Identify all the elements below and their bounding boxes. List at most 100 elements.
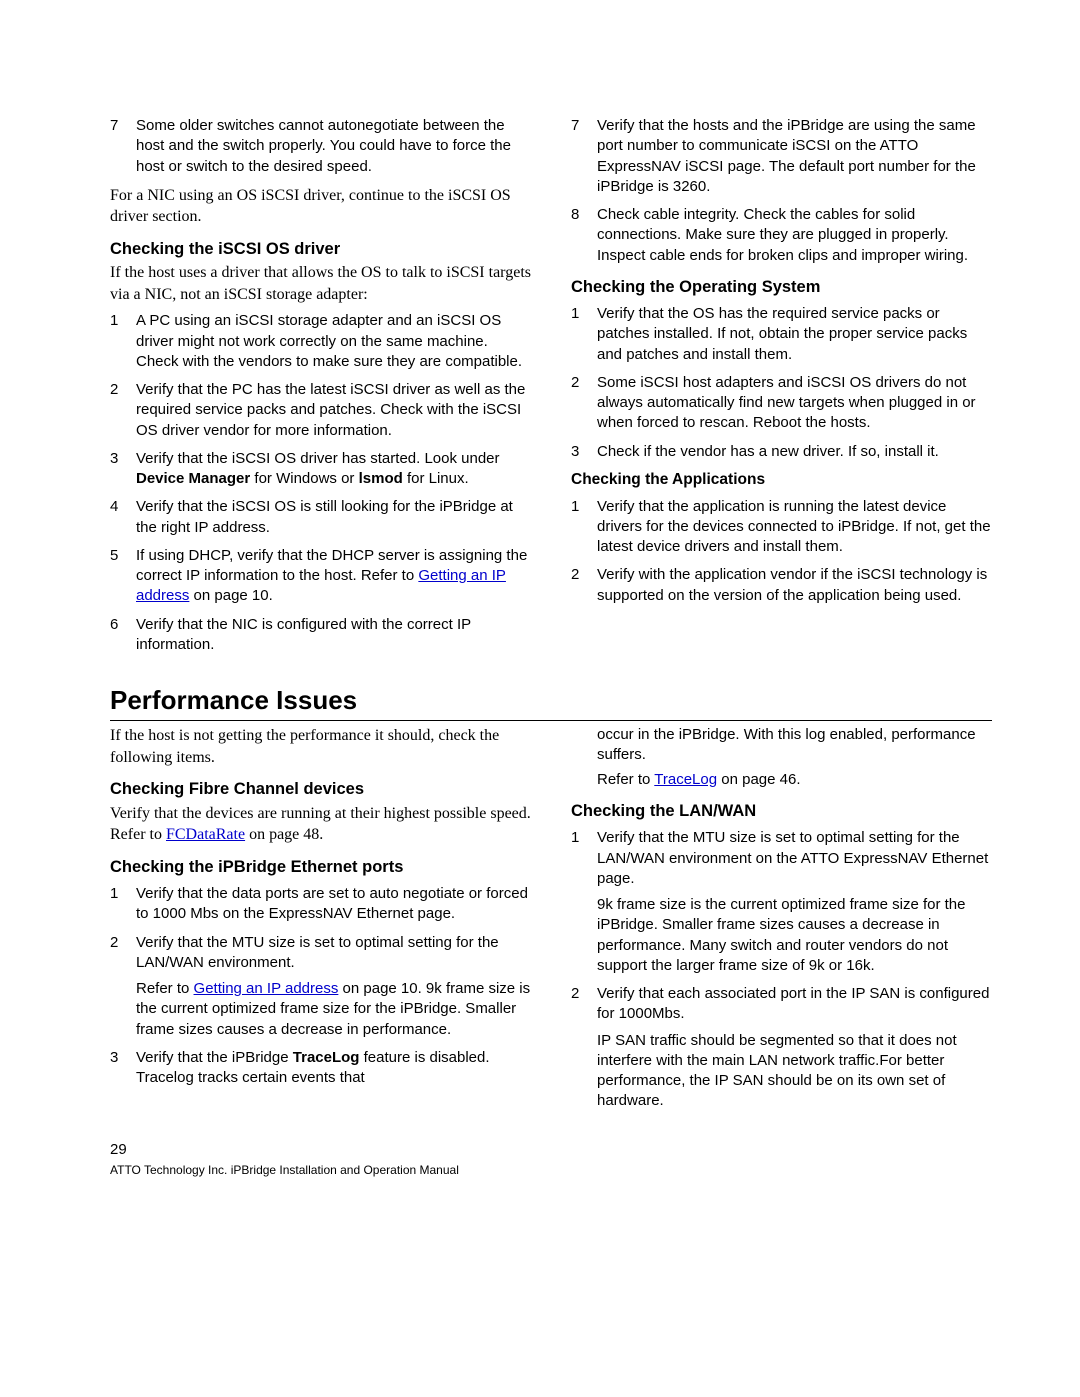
apps-list: 1 Verify that the application is running… [571, 497, 992, 606]
text-fragment: on page 10. [189, 587, 272, 604]
text-fragment: Refer to [597, 771, 654, 788]
list-item: 1 Verify that the data ports are set to … [110, 884, 531, 925]
page-number: 29 [110, 1140, 992, 1160]
link-tracelog[interactable]: TraceLog [654, 771, 717, 788]
heading-eth: Checking the iPBridge Ethernet ports [110, 856, 531, 878]
item-text: Verify that the NIC is configured with t… [136, 615, 531, 656]
item-number: 2 [110, 380, 136, 441]
iscsi-list: 1 A PC using an iSCSI storage adapter an… [110, 311, 531, 655]
sub-paragraph: 9k frame size is the current optimized f… [597, 895, 992, 976]
list-item: 4 Verify that the iSCSI OS is still look… [110, 497, 531, 538]
item-number: 1 [571, 828, 597, 976]
perf-columns: If the host is not getting the performan… [110, 725, 992, 1119]
item-text: A PC using an iSCSI storage adapter and … [136, 311, 531, 372]
footer-text: ATTO Technology Inc. iPBridge Installati… [110, 1162, 992, 1178]
item-text: Check if the vendor has a new driver. If… [597, 442, 992, 462]
item-number: 2 [571, 565, 597, 606]
link-fcdatarate[interactable]: FCDataRate [166, 826, 245, 843]
item-number: 1 [571, 497, 597, 558]
perf-intro: If the host is not getting the performan… [110, 725, 531, 768]
text-fragment: on page 46. [717, 771, 800, 788]
top-left-list-7: 7 Some older switches cannot autonegotia… [110, 116, 531, 177]
top-right-list-78: 7 Verify that the hosts and the iPBridge… [571, 116, 992, 266]
list-item: 1 Verify that the application is running… [571, 497, 992, 558]
text-fragment: Verify that each associated port in the … [597, 985, 989, 1022]
list-item: 6 Verify that the NIC is configured with… [110, 615, 531, 656]
heading-os: Checking the Operating System [571, 276, 992, 298]
item-number: 7 [571, 116, 597, 197]
lan-list: 1 Verify that the MTU size is set to opt… [571, 828, 992, 1111]
list-item: 2 Some iSCSI host adapters and iSCSI OS … [571, 373, 992, 434]
continuation-block: occur in the iPBridge. With this log ena… [571, 725, 992, 790]
text-fragment: Refer to [136, 980, 194, 997]
item-text: If using DHCP, verify that the DHCP serv… [136, 546, 531, 607]
iscsi-intro: If the host uses a driver that allows th… [110, 262, 531, 305]
list-item: 5 If using DHCP, verify that the DHCP se… [110, 546, 531, 607]
item-number: 1 [571, 304, 597, 365]
item-text: Verify that the iPBridge TraceLog featur… [136, 1048, 531, 1089]
list-item: 1 A PC using an iSCSI storage adapter an… [110, 311, 531, 372]
page-footer: 29 ATTO Technology Inc. iPBridge Install… [110, 1140, 992, 1178]
list-item: 7 Some older switches cannot autonegotia… [110, 116, 531, 177]
item-number: 2 [571, 373, 597, 434]
list-item: 2 Verify that each associated port in th… [571, 984, 992, 1112]
heading-iscsi-driver: Checking the iSCSI OS driver [110, 238, 531, 260]
item-text: Some iSCSI host adapters and iSCSI OS dr… [597, 373, 992, 434]
text-fragment: Verify that the iSCSI OS driver has star… [136, 450, 500, 467]
list-item: 3 Verify that the iPBridge TraceLog feat… [110, 1048, 531, 1089]
item-number: 5 [110, 546, 136, 607]
heading-performance: Performance Issues [110, 683, 992, 721]
os-list: 1 Verify that the OS has the required se… [571, 304, 992, 462]
text-fragment: Verify that the MTU size is set to optim… [597, 829, 988, 887]
item-text: Verify that the PC has the latest iSCSI … [136, 380, 531, 441]
item-number: 1 [110, 311, 136, 372]
bold-text: lsmod [359, 470, 403, 487]
item-text: Verify that the iSCSI OS is still lookin… [136, 497, 531, 538]
item-number: 3 [110, 449, 136, 490]
top-columns: 7 Some older switches cannot autonegotia… [110, 110, 992, 663]
item-text: Check cable integrity. Check the cables … [597, 205, 992, 266]
item-text: Verify that the iSCSI OS driver has star… [136, 449, 531, 490]
fc-text: Verify that the devices are running at t… [110, 803, 531, 846]
item-text: Verify with the application vendor if th… [597, 565, 992, 606]
item-text: Verify that each associated port in the … [597, 984, 992, 1112]
nic-note: For a NIC using an OS iSCSI driver, cont… [110, 185, 531, 228]
heading-apps: Checking the Applications [571, 470, 992, 491]
item-number: 7 [110, 116, 136, 177]
item-number: 1 [110, 884, 136, 925]
list-item: 2 Verify with the application vendor if … [571, 565, 992, 606]
item-text: Verify that the OS has the required serv… [597, 304, 992, 365]
text-fragment: for Windows or [250, 470, 358, 487]
item-text: Verify that the hosts and the iPBridge a… [597, 116, 992, 197]
bold-text: TraceLog [293, 1049, 360, 1066]
top-right-column: 7 Verify that the hosts and the iPBridge… [571, 110, 992, 663]
list-item: 1 Verify that the OS has the required se… [571, 304, 992, 365]
item-number: 3 [571, 442, 597, 462]
item-number: 8 [571, 205, 597, 266]
item-text: Verify that the data ports are set to au… [136, 884, 531, 925]
perf-right-column: occur in the iPBridge. With this log ena… [571, 725, 992, 1119]
sub-paragraph: IP SAN traffic should be segmented so th… [597, 1031, 992, 1112]
list-item: 1 Verify that the MTU size is set to opt… [571, 828, 992, 976]
item-number: 4 [110, 497, 136, 538]
item-text: Some older switches cannot autonegotiate… [136, 116, 531, 177]
text-fragment: Verify that the iPBridge [136, 1049, 293, 1066]
text-fragment: for Linux. [403, 470, 469, 487]
list-item: 3 Check if the vendor has a new driver. … [571, 442, 992, 462]
item-number: 2 [110, 933, 136, 1040]
bold-text: Device Manager [136, 470, 250, 487]
eth-list: 1 Verify that the data ports are set to … [110, 884, 531, 1088]
item-number: 3 [110, 1048, 136, 1089]
text-fragment: on page 48. [245, 826, 323, 843]
text-fragment: Verify that the MTU size is set to optim… [136, 934, 499, 971]
list-item: 8 Check cable integrity. Check the cable… [571, 205, 992, 266]
link-ip-address[interactable]: Getting an IP address [194, 980, 339, 997]
list-item: 3 Verify that the iSCSI OS driver has st… [110, 449, 531, 490]
top-left-column: 7 Some older switches cannot autonegotia… [110, 110, 531, 663]
heading-fc: Checking Fibre Channel devices [110, 778, 531, 800]
item-text: Verify that the MTU size is set to optim… [136, 933, 531, 1040]
list-item: 7 Verify that the hosts and the iPBridge… [571, 116, 992, 197]
cont-text: occur in the iPBridge. With this log ena… [597, 725, 992, 766]
heading-lan: Checking the LAN/WAN [571, 800, 992, 822]
item-number: 6 [110, 615, 136, 656]
